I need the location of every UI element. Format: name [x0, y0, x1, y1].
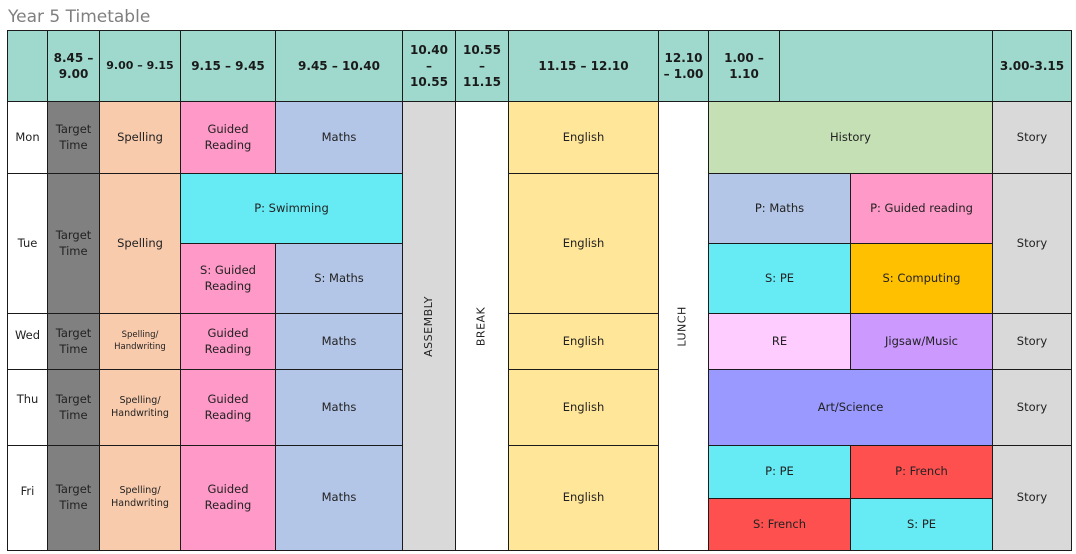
- s-pe-tue: S: PE: [708, 243, 851, 314]
- spelling-wed: Spelling/ Handwriting: [99, 313, 181, 370]
- header-time-1210: 12.10 – 1.00: [658, 30, 709, 102]
- guided-reading-wed: Guided Reading: [180, 313, 276, 370]
- header-time-300: 3.00-3.15: [992, 30, 1072, 102]
- s-maths-tue: S: Maths: [275, 243, 403, 314]
- header-corner-cell: [7, 30, 48, 102]
- target-time-mon: Target Time: [47, 101, 100, 174]
- header-time-915: 9.15 – 9.45: [180, 30, 276, 102]
- header-time-100: 1.00 – 1.10: [708, 30, 780, 102]
- s-french-fri: S: French: [708, 498, 851, 551]
- header-time-845: 8.45 – 9.00: [47, 30, 100, 102]
- art-science-thu: Art/Science: [708, 369, 993, 446]
- break-label: BREAK: [474, 306, 488, 346]
- p-maths-tue: P: Maths: [708, 173, 851, 244]
- header-time-1055: 10.55 – 11.15: [455, 30, 509, 102]
- p-french-fri: P: French: [850, 445, 993, 499]
- target-time-tue: Target Time: [47, 173, 100, 314]
- day-label-fri: Fri: [7, 445, 48, 551]
- spelling-fri: Spelling/ Handwriting: [99, 445, 181, 551]
- lunch-block: LUNCH: [658, 101, 709, 551]
- header-time-blank: [779, 30, 993, 102]
- re-wed: RE: [708, 313, 851, 370]
- page-title: Year 5 Timetable: [8, 7, 151, 27]
- story-mon: Story: [992, 101, 1072, 174]
- day-label-tue: Tue: [7, 173, 48, 314]
- spelling-tue: Spelling: [99, 173, 181, 314]
- story-tue: Story: [992, 173, 1072, 314]
- guided-reading-mon: Guided Reading: [180, 101, 276, 174]
- s-pe-fri: S: PE: [850, 498, 993, 551]
- target-time-wed: Target Time: [47, 313, 100, 370]
- spelling-mon: Spelling: [99, 101, 181, 174]
- maths-fri: Maths: [275, 445, 403, 551]
- p-pe-fri: P: PE: [708, 445, 851, 499]
- english-mon: English: [508, 101, 659, 174]
- english-wed: English: [508, 313, 659, 370]
- target-time-thu: Target Time: [47, 369, 100, 446]
- guided-reading-thu: Guided Reading: [180, 369, 276, 446]
- jigsaw-music-wed: Jigsaw/Music: [850, 313, 993, 370]
- header-time-1115: 11.15 – 12.10: [508, 30, 659, 102]
- assembly-block: ASSEMBLY: [402, 101, 456, 551]
- break-block: BREAK: [455, 101, 509, 551]
- spelling-thu: Spelling/ Handwriting: [99, 369, 181, 446]
- maths-wed: Maths: [275, 313, 403, 370]
- assembly-label: ASSEMBLY: [421, 295, 435, 357]
- header-time-1040: 10.40 – 10.55: [402, 30, 456, 102]
- english-fri: English: [508, 445, 659, 551]
- swimming-tue: P: Swimming: [180, 173, 403, 244]
- p-guided-reading-tue: P: Guided reading: [850, 173, 993, 244]
- s-guided-reading-tue: S: Guided Reading: [180, 243, 276, 314]
- english-thu: English: [508, 369, 659, 446]
- lunch-label: LUNCH: [676, 305, 690, 347]
- story-thu: Story: [992, 369, 1072, 446]
- day-label-mon: Mon: [7, 101, 48, 174]
- history-mon: History: [708, 101, 993, 174]
- story-fri: Story: [992, 445, 1072, 551]
- maths-thu: Maths: [275, 369, 403, 446]
- target-time-fri: Target Time: [47, 445, 100, 551]
- day-label-thu: Thu: [7, 369, 48, 446]
- story-wed: Story: [992, 313, 1072, 370]
- guided-reading-fri: Guided Reading: [180, 445, 276, 551]
- maths-mon: Maths: [275, 101, 403, 174]
- s-computing-tue: S: Computing: [850, 243, 993, 314]
- english-tue: English: [508, 173, 659, 314]
- day-label-wed: Wed: [7, 313, 48, 370]
- header-time-945: 9.45 – 10.40: [275, 30, 403, 102]
- header-time-900: 9.00 – 9.15: [99, 30, 181, 102]
